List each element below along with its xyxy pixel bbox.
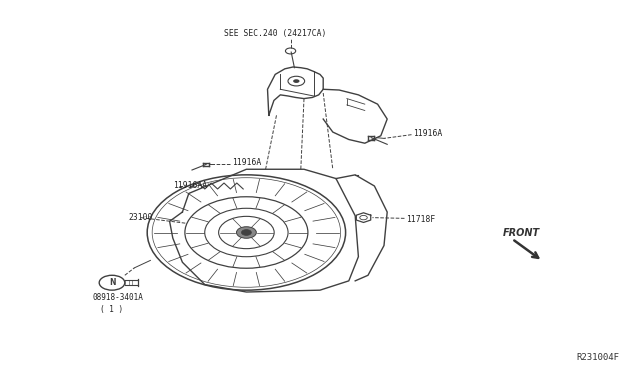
Circle shape <box>241 230 252 235</box>
Circle shape <box>237 227 256 238</box>
Text: 23100: 23100 <box>128 213 152 222</box>
Text: 11916A: 11916A <box>232 158 261 167</box>
Text: 08918-3401A: 08918-3401A <box>93 293 143 302</box>
Text: ( 1 ): ( 1 ) <box>100 305 124 314</box>
Text: FRONT: FRONT <box>502 228 540 237</box>
Text: 11916AA: 11916AA <box>173 181 207 190</box>
Text: 11718F: 11718F <box>406 215 436 224</box>
Circle shape <box>293 79 300 83</box>
Text: 11916A: 11916A <box>413 129 442 138</box>
Text: R231004F: R231004F <box>577 353 620 362</box>
Text: SEE SEC.240 (24217CA): SEE SEC.240 (24217CA) <box>224 29 326 38</box>
Text: N: N <box>109 278 115 287</box>
